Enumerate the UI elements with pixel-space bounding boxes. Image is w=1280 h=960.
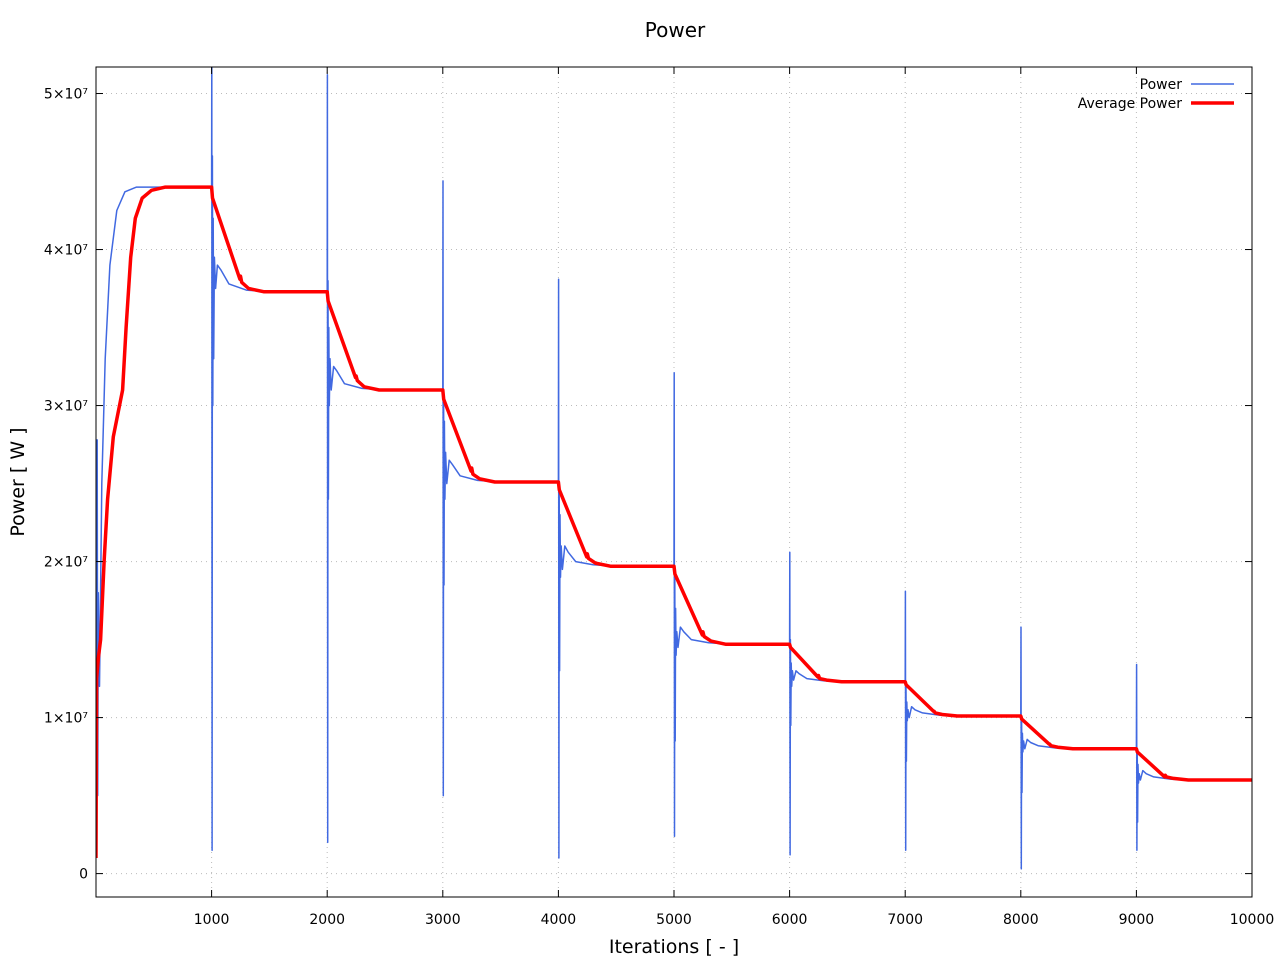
x-tick-label: 1000 [194,912,230,928]
x-tick-label: 9000 [1119,912,1155,928]
x-tick-label: 7000 [887,912,923,928]
x-tick-label: 4000 [541,912,577,928]
x-tick-label: 2000 [309,912,345,928]
y-tick-label: 5×10⁷ [44,87,88,103]
y-tick-label: 2×10⁷ [44,555,88,571]
y-tick-label: 1×10⁷ [44,711,88,727]
x-axis-label: Iterations [ - ] [609,936,739,958]
x-tick-label: 10000 [1230,912,1275,928]
y-tick-label: 3×10⁷ [44,399,88,415]
legend-label: Power [1140,77,1183,93]
series-line-power [96,67,1252,870]
x-tick-label: 6000 [772,912,808,928]
legend-label: Average Power [1078,96,1183,112]
x-tick-label: 8000 [1003,912,1039,928]
y-tick-label: 4×10⁷ [44,243,88,259]
chart-title: Power [645,18,706,42]
x-tick-label: 5000 [656,912,692,928]
x-tick-label: 3000 [425,912,461,928]
ticks: 1000 2000 3000 4000 5000 6000 7000 8000 9000 1000… [44,67,1274,928]
y-tick-label: 0 [79,867,88,883]
legend: Power Average Power [1078,77,1234,112]
series-line-average-power [96,185,1252,859]
series-layer [96,67,1252,870]
y-axis-label: Power [ W ] [7,427,29,536]
